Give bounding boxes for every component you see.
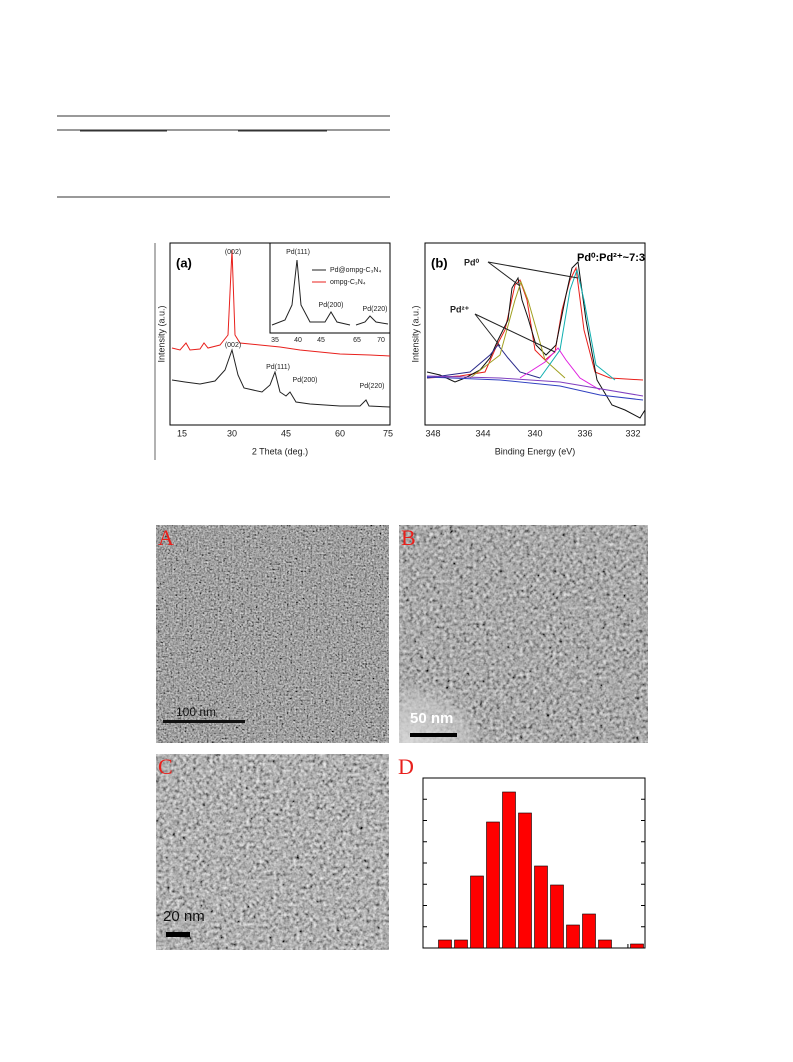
x-axis-label: 2 Theta (deg.) xyxy=(252,446,308,456)
annotation: Pd²⁺ xyxy=(450,304,469,314)
legend-entry: Pd@ompg-C₃N₄ xyxy=(330,267,381,274)
frame xyxy=(422,777,646,949)
y-axis-label: Intensity (a.u.) xyxy=(156,305,166,362)
x-tick-label: 30 xyxy=(227,428,237,438)
x-axis-label: Binding Energy (eV) xyxy=(495,446,576,456)
x-tick-label: 75 xyxy=(383,428,393,438)
bar xyxy=(550,884,564,949)
image-label: C xyxy=(158,754,173,779)
bar xyxy=(534,865,548,949)
component xyxy=(539,268,616,381)
bar xyxy=(598,939,612,949)
x-tick-label: 336 xyxy=(577,428,592,438)
tem-b: B 50 nm xyxy=(399,525,648,743)
legend-entry: ompg-C₃N₄ xyxy=(330,279,366,286)
panel-label: (b) xyxy=(431,255,448,270)
table-rules xyxy=(57,115,390,198)
annotation: Pd⁰:Pd²⁺~7:3 xyxy=(577,252,645,264)
bar xyxy=(566,924,580,949)
image-label: D xyxy=(398,754,414,779)
x-tick-label: 344 xyxy=(475,428,490,438)
bar xyxy=(630,943,644,949)
xrd-panel: (a) (002) (002) Pd(111) Pd(200) Pd(220) … xyxy=(154,242,393,460)
support-region xyxy=(399,640,520,743)
bar xyxy=(438,939,452,949)
peak-label: Pd(220) xyxy=(360,383,385,390)
component xyxy=(519,347,601,391)
bar xyxy=(502,791,516,949)
inset-tick-label: 65 xyxy=(353,337,361,344)
inset-tick-label: 45 xyxy=(317,337,325,344)
x-tick-label: 340 xyxy=(527,428,542,438)
x-tick-label: 348 xyxy=(425,428,440,438)
scale-text: 50 nm xyxy=(410,710,453,727)
annotation: Pd⁰ xyxy=(464,257,480,267)
frame xyxy=(424,242,646,426)
x-tick-label: 60 xyxy=(335,428,345,438)
baseline xyxy=(426,375,644,397)
x-tick-label: 45 xyxy=(281,428,291,438)
y-axis-label: Intensity (a.u.) xyxy=(410,305,420,362)
component xyxy=(426,344,541,379)
image-label: A xyxy=(158,525,174,550)
inset-frame xyxy=(269,242,391,334)
raw-curve xyxy=(426,260,646,419)
tem-c: C 20 nm xyxy=(156,754,389,950)
inset-tick-label: 35 xyxy=(271,337,279,344)
bar xyxy=(582,913,596,949)
scale-bar xyxy=(163,720,245,723)
inset-peak-label: Pd(220) xyxy=(363,306,388,313)
peak-label: (002) xyxy=(225,342,241,349)
bar xyxy=(470,875,484,949)
inset-peak-label: Pd(200) xyxy=(319,302,344,309)
x-tick-label: 15 xyxy=(177,428,187,438)
black-curve xyxy=(171,348,391,408)
image-texture xyxy=(156,754,389,950)
inset-curve xyxy=(271,259,389,326)
inset-tick-label: 40 xyxy=(294,337,302,344)
tem-a: A 100 nm xyxy=(156,525,389,743)
baseline xyxy=(426,376,644,401)
xps-panel: (b) Pd⁰ Pd²⁺ Pd⁰:Pd²⁺~7:3 348 344 340 33… xyxy=(410,242,646,456)
inset-tick-label: 70 xyxy=(377,337,385,344)
bar xyxy=(454,939,468,949)
component xyxy=(469,280,566,379)
image-texture xyxy=(156,525,389,743)
pointers xyxy=(474,261,579,353)
x-tick-label: 332 xyxy=(625,428,640,438)
image-label: B xyxy=(401,525,416,550)
scale-bar xyxy=(166,932,190,937)
scale-text: 100 nm xyxy=(176,705,216,719)
inset-peak-label: Pd(111) xyxy=(286,249,310,256)
peak-label: Pd(200) xyxy=(293,377,318,384)
scale-text: 20 nm xyxy=(163,908,205,925)
panel-label: (a) xyxy=(176,255,192,270)
histogram: D xyxy=(398,754,646,949)
red-curve xyxy=(171,249,391,357)
scale-bar xyxy=(410,733,457,737)
bar xyxy=(518,812,532,949)
peak-label: Pd(111) xyxy=(266,364,290,371)
bar xyxy=(486,821,500,949)
peak-label: (002) xyxy=(225,249,241,256)
